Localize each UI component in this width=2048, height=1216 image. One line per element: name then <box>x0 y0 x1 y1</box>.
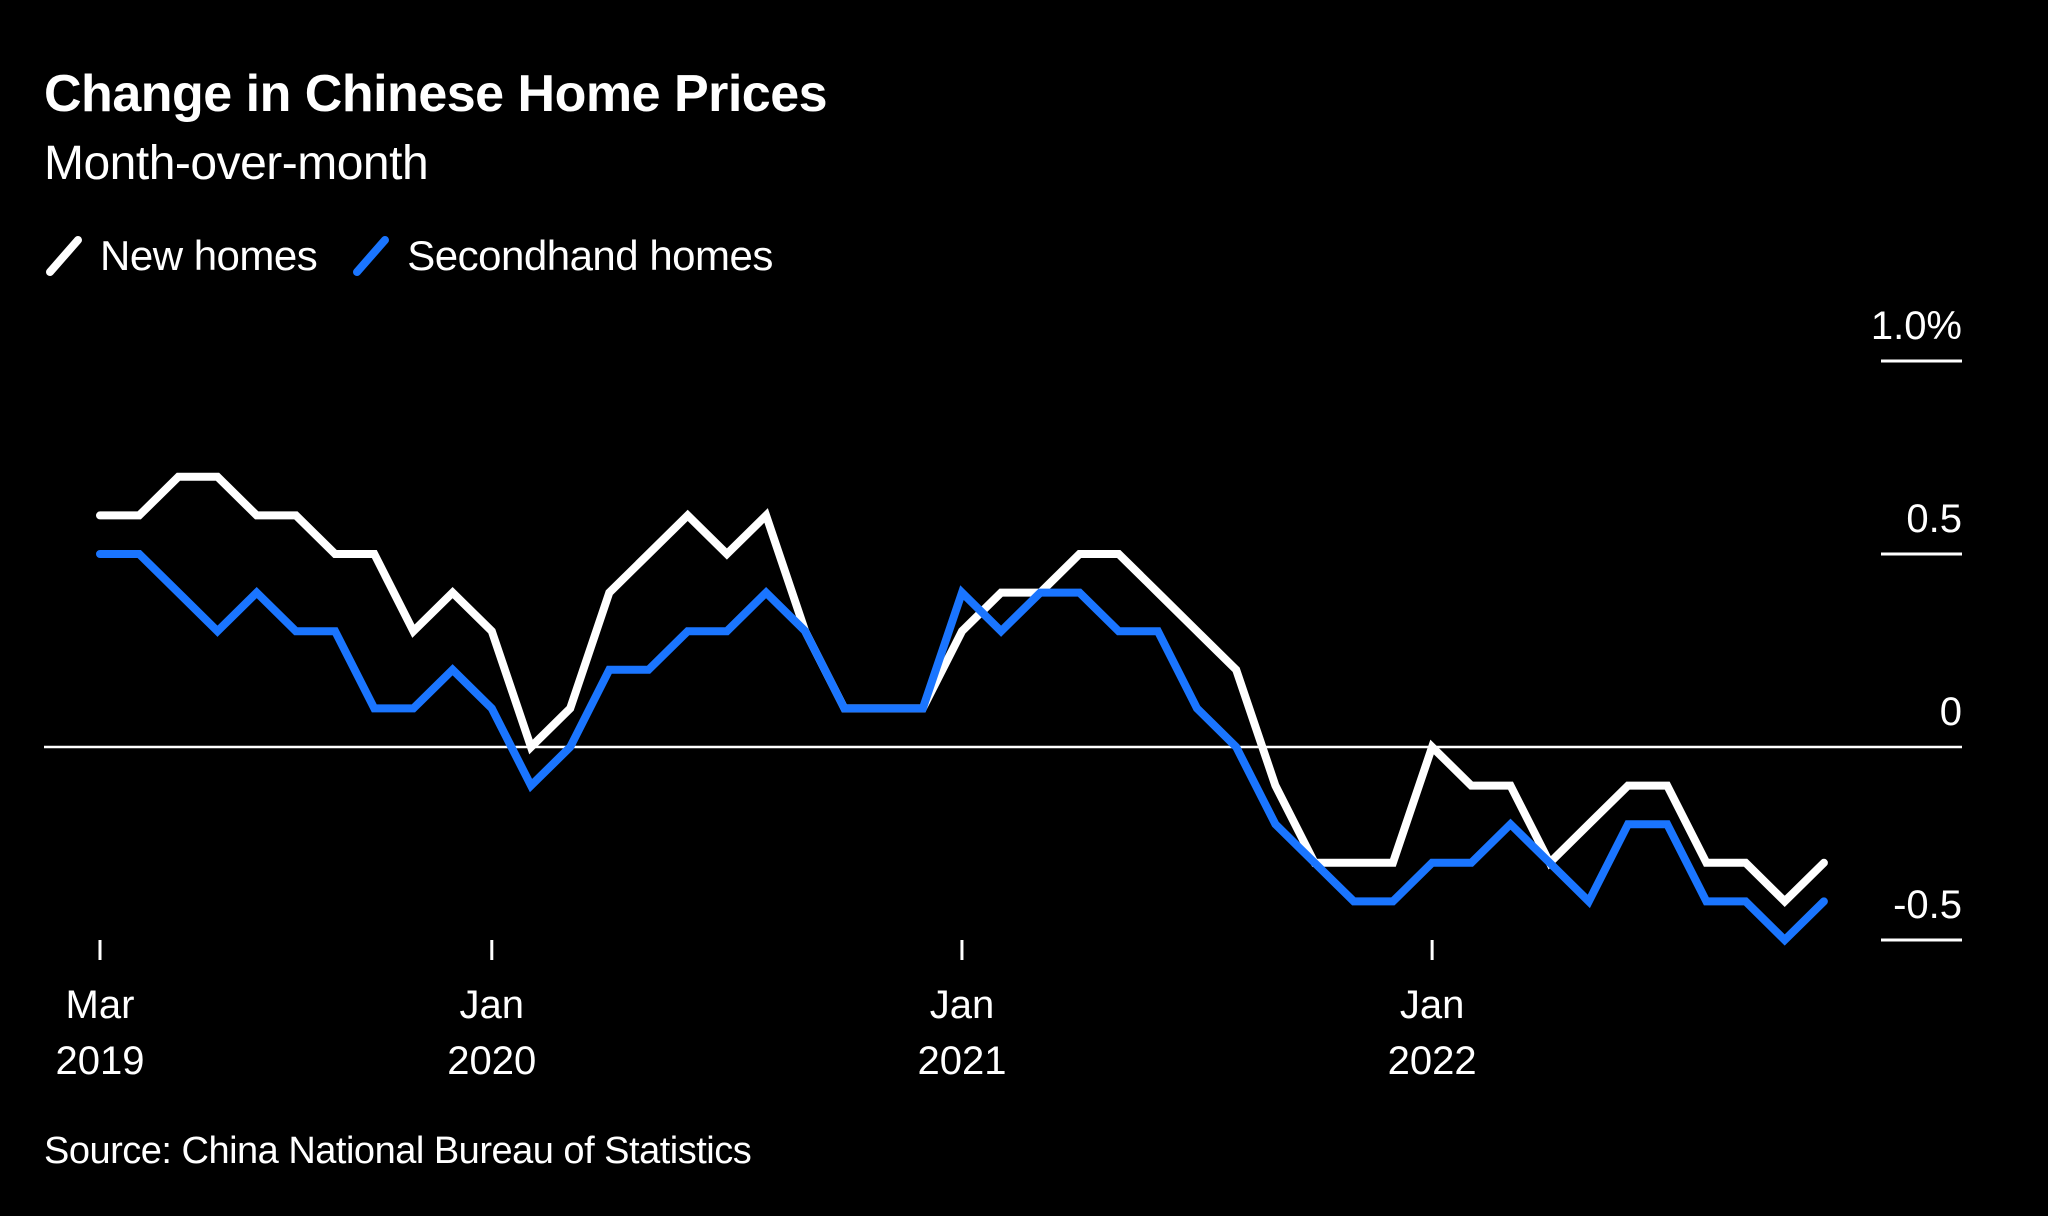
legend-label-secondhand-homes: Secondhand homes <box>407 232 773 279</box>
x-tick-jan-2020-month: Jan <box>460 983 525 1027</box>
legend-item-secondhand-homes: Secondhand homes <box>351 232 773 280</box>
y-axis: 1.0% 0.5 0 -0.5 <box>44 304 1962 942</box>
x-axis: Mar 2019 Jan 2020 Jan 2021 Jan 2022 <box>56 940 1477 1083</box>
x-tick-mar-2019-year: 2019 <box>56 1039 145 1083</box>
legend-swatch-secondhand-homes <box>353 236 390 276</box>
legend: New homes Secondhand homes <box>44 232 807 280</box>
y-tick-1-label: 1.0% <box>1871 304 1962 348</box>
y-tick-0-label: 0 <box>1940 690 1962 734</box>
legend-item-new-homes: New homes <box>44 232 318 280</box>
legend-label-new-homes: New homes <box>100 232 318 279</box>
series-line-new-homes <box>96 472 1828 908</box>
chart-title: Change in Chinese Home Prices <box>44 65 828 123</box>
x-tick-mar-2019-month: Mar <box>66 983 135 1027</box>
series-layer <box>96 472 1828 946</box>
x-tick-jan-2022-month: Jan <box>1400 983 1465 1027</box>
x-tick-jan-2021-year: 2021 <box>917 1039 1006 1083</box>
legend-swatch-new-homes <box>46 236 82 276</box>
x-tick-jan-2022-year: 2022 <box>1388 1039 1477 1083</box>
y-tick-neg0_5-label: -0.5 <box>1893 883 1962 927</box>
series-line-secondhand-homes <box>96 550 1828 946</box>
y-tick-0_5-label: 0.5 <box>1906 497 1962 541</box>
source-note: Source: China National Bureau of Statist… <box>44 1130 752 1172</box>
chart-subtitle: Month-over-month <box>44 137 429 190</box>
x-tick-jan-2020-year: 2020 <box>447 1039 536 1083</box>
x-tick-jan-2021-month: Jan <box>930 983 995 1027</box>
